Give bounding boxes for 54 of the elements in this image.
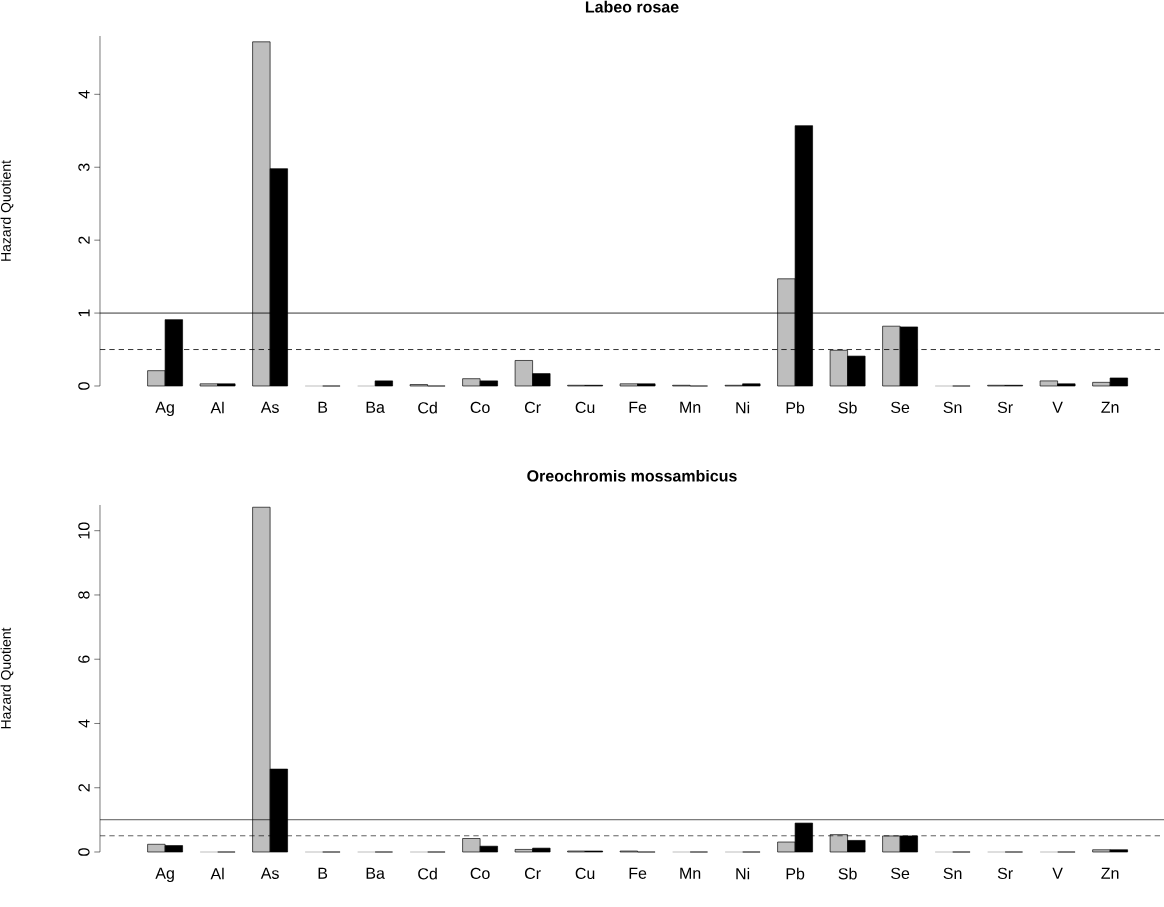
x-tick-label: V [1052, 867, 1063, 879]
y-tick-label: 3 [78, 163, 90, 172]
y-tick-label: 2 [78, 236, 90, 244]
x-tick-label: Sn [943, 401, 962, 414]
x-tick-label: Fe [629, 867, 647, 879]
x-tick-label: V [1052, 401, 1063, 413]
x-tick-label: Al [210, 867, 224, 880]
x-tick-label: Co [470, 401, 490, 414]
x-tick-label: Cu [575, 401, 595, 414]
bar [374, 380, 393, 387]
y-tick-label: 0 [78, 382, 90, 390]
x-tick-label: Fe [629, 401, 647, 413]
x-tick-label: B [318, 867, 328, 879]
y-tick-label: 1 [78, 309, 90, 317]
x-tick-label: Pb [786, 401, 805, 414]
x-tick-label: Sb [838, 867, 857, 880]
x-tick-label: Pb [786, 867, 805, 880]
y-axis-title: Hazard Quotient [0, 627, 14, 729]
x-tick-label: Sn [943, 867, 962, 880]
x-tick-label: Ni [736, 401, 750, 414]
y-tick-label: 0 [78, 848, 90, 856]
x-tick-label: Sr [997, 867, 1013, 880]
x-tick-label: Cr [524, 867, 541, 880]
x-tick-label: B [318, 401, 328, 413]
x-tick-label: Ag [155, 401, 174, 417]
x-tick-label: Ag [155, 867, 174, 883]
x-tick-label: Se [891, 867, 910, 880]
x-tick-label: Cd [418, 867, 437, 880]
x-tick-label: Cd [418, 401, 437, 414]
x-tick-label: Cu [575, 867, 595, 880]
x-tick-label: Sb [838, 401, 857, 414]
chart-title: Labeo rosae [585, 0, 679, 13]
x-tick-label: Ba [366, 401, 385, 413]
y-tick-label: 8 [78, 591, 90, 599]
x-tick-label: Co [470, 867, 490, 880]
x-tick-label: As [260, 401, 279, 413]
x-tick-label: Sr [997, 401, 1013, 414]
x-tick-label: Al [210, 401, 224, 414]
x-tick-label: Mn [680, 401, 701, 413]
y-axis-title: Hazard Quotient [0, 160, 14, 261]
x-tick-label: Mn [680, 867, 701, 879]
y-tick-label: 4 [78, 719, 90, 728]
y-tick-label: 4 [78, 90, 90, 99]
y-tick-label: 6 [78, 655, 90, 663]
y-tick-label: 2 [78, 784, 90, 792]
y-tick-label: 10 [78, 522, 90, 539]
x-tick-label: Zn [1101, 401, 1119, 413]
x-tick-label: Se [891, 401, 910, 414]
chart-title: Oreochromis mossambicus [527, 469, 737, 482]
x-tick-label: Zn [1101, 867, 1119, 879]
x-tick-label: Cr [524, 401, 541, 414]
x-tick-label: Ba [366, 867, 385, 879]
x-tick-label: Ni [736, 867, 750, 880]
x-tick-label: As [260, 867, 279, 879]
